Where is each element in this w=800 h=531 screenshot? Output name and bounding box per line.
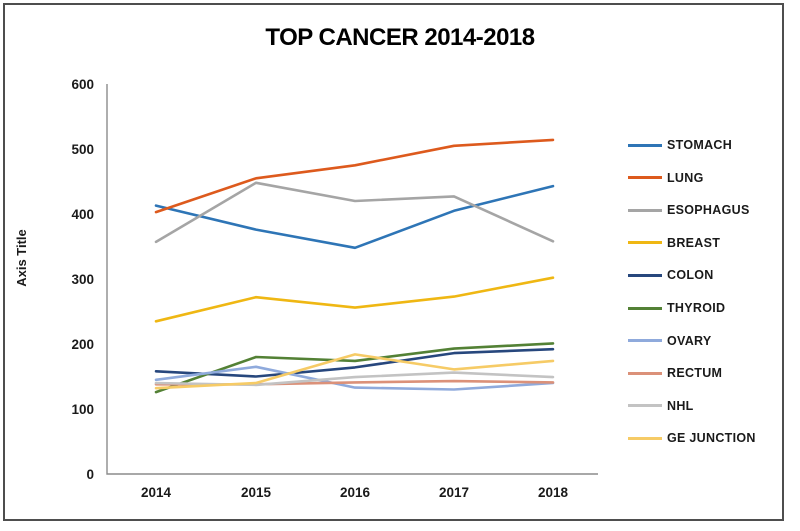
y-tick-label: 400 (71, 207, 94, 222)
legend-item-nhl: NHL (628, 394, 694, 418)
legend-swatch-colon (628, 273, 662, 277)
x-category-label: 2018 (538, 485, 569, 500)
y-tick-label: 300 (71, 272, 94, 287)
y-tick-label: 100 (71, 402, 94, 417)
y-tick-label: 0 (86, 467, 94, 482)
legend-label: ESOPHAGUS (667, 203, 750, 218)
chart-border-frame (3, 3, 784, 521)
legend-swatch-nhl (628, 404, 662, 408)
legend-label: THYROID (667, 301, 726, 315)
legend-label: LUNG (667, 170, 704, 185)
series-line-thyroid (154, 342, 555, 394)
series-line-stomach (154, 184, 555, 250)
y-tick-label: 500 (71, 142, 94, 157)
x-category-label: 2014 (141, 485, 172, 500)
x-axis-category-labels: 2014 2015 2016 2017 2018 (141, 485, 569, 500)
x-category-label: 2015 (241, 485, 272, 500)
legend-label: NHL (667, 398, 694, 413)
legend-swatch-stomach (628, 143, 662, 147)
axes (106, 84, 598, 475)
y-tick-label: 200 (71, 337, 94, 352)
legend-swatch-rectum (628, 371, 662, 375)
legend-item-ovary: OVARY (628, 329, 712, 353)
legend-label: COLON (667, 268, 714, 283)
series-line-colon (154, 347, 555, 378)
x-category-label: 2017 (439, 485, 469, 500)
axis-lines (106, 84, 598, 475)
legend-item-rectum: RECTUM (628, 361, 722, 385)
legend-swatch-ge-junction (628, 436, 662, 440)
legend-label: GE JUNCTION (667, 431, 756, 446)
series-line-lung (154, 138, 555, 214)
legend-label: STOMACH (667, 138, 733, 152)
legend-label: RECTUM (667, 366, 723, 381)
legend-label: OVARY (667, 333, 712, 348)
y-tick-label: 600 (71, 77, 94, 92)
legend-item-breast: BREAST (628, 231, 720, 255)
series-line-ge-junction (154, 353, 555, 390)
legend-label: BREAST (667, 235, 721, 250)
legend-item-stomach: STOMACH (628, 133, 732, 157)
legend-item-thyroid: THYROID (628, 296, 725, 320)
series-line-ovary (154, 365, 555, 391)
legend-swatch-esophagus (628, 208, 662, 212)
legend-swatch-lung (628, 176, 662, 180)
legend-item-colon: COLON (628, 263, 714, 287)
x-category-label: 2016 (340, 485, 371, 500)
series-line-esophagus (154, 181, 555, 244)
legend-item-ge-junction: GE JUNCTION (628, 426, 756, 450)
legend-swatch-breast (628, 241, 662, 245)
legend-swatch-ovary (628, 339, 662, 343)
y-axis-tick-labels: 0 100 200 300 400 500 600 (71, 77, 94, 482)
legend-swatch-thyroid (628, 306, 662, 310)
series-line-breast (154, 276, 555, 323)
legend-item-esophagus: ESOPHAGUS (628, 198, 750, 222)
series-lines (154, 138, 555, 394)
chart-title: TOP CANCER 2014-2018 (265, 24, 535, 51)
legend-item-lung: LUNG (628, 166, 704, 190)
